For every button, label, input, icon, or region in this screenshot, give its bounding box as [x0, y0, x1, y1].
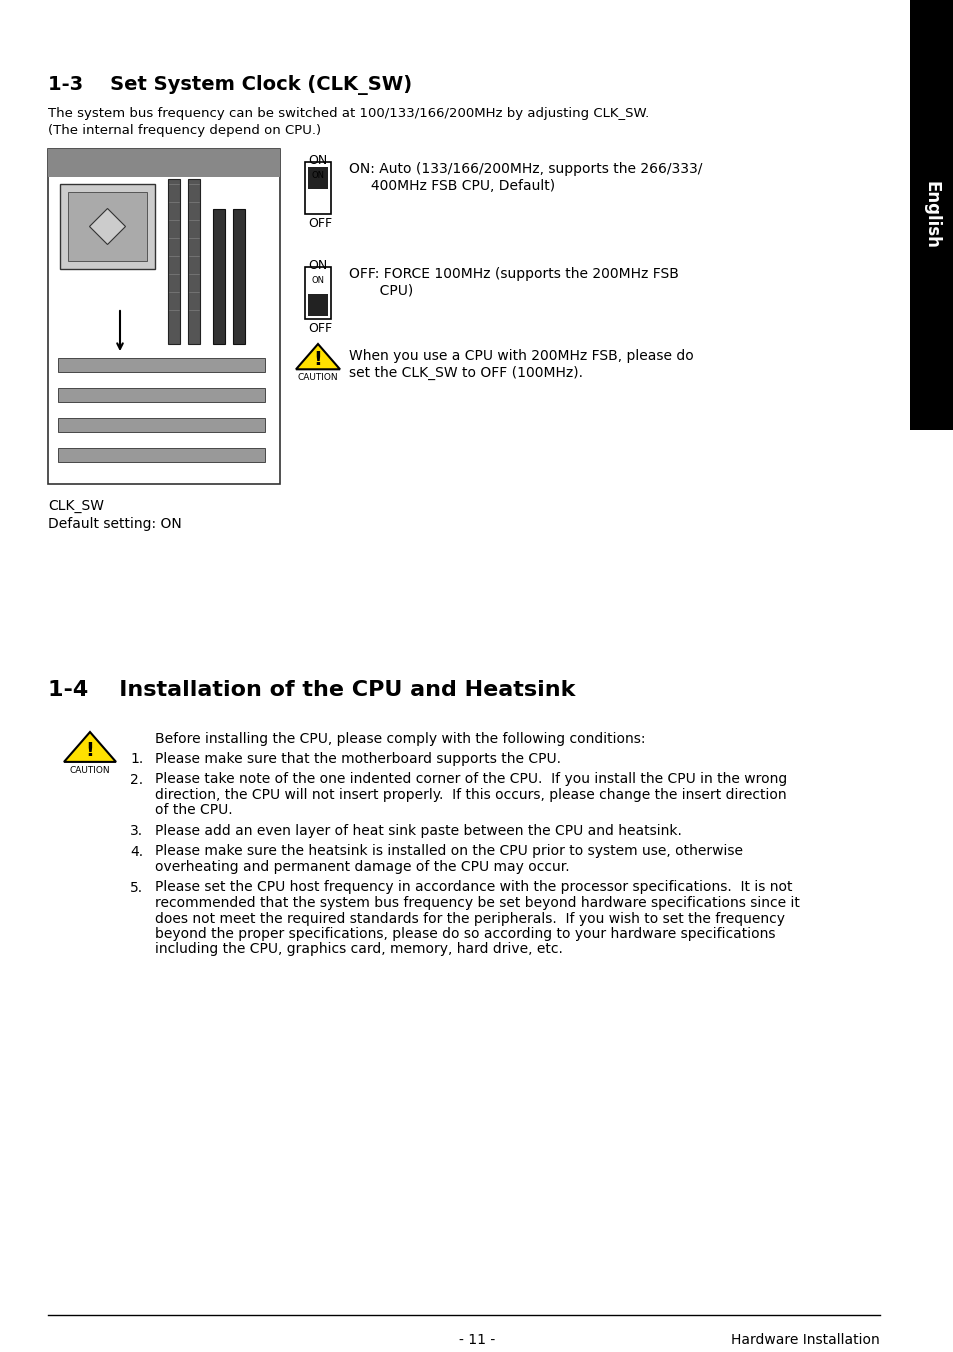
FancyBboxPatch shape: [48, 149, 280, 177]
Text: CAUTION: CAUTION: [70, 765, 111, 775]
Text: The system bus frequency can be switched at 100/133/166/200MHz by adjusting CLK_: The system bus frequency can be switched…: [48, 107, 649, 120]
FancyBboxPatch shape: [58, 388, 265, 402]
Text: OFF: OFF: [308, 218, 332, 230]
Text: 1.: 1.: [130, 752, 143, 767]
Text: 5.: 5.: [130, 880, 143, 895]
FancyBboxPatch shape: [48, 149, 280, 484]
Text: of the CPU.: of the CPU.: [154, 803, 233, 818]
Text: (The internal frequency depend on CPU.): (The internal frequency depend on CPU.): [48, 124, 321, 137]
Circle shape: [106, 280, 133, 308]
FancyBboxPatch shape: [233, 210, 245, 343]
Text: 1-4    Installation of the CPU and Heatsink: 1-4 Installation of the CPU and Heatsink: [48, 680, 575, 700]
Polygon shape: [295, 343, 339, 369]
FancyBboxPatch shape: [58, 418, 265, 433]
Text: !: !: [314, 350, 322, 369]
Text: Before installing the CPU, please comply with the following conditions:: Before installing the CPU, please comply…: [154, 731, 645, 746]
Text: Please set the CPU host frequency in accordance with the processor specification: Please set the CPU host frequency in acc…: [154, 880, 792, 895]
Text: 1-3    Set System Clock (CLK_SW): 1-3 Set System Clock (CLK_SW): [48, 74, 412, 95]
Text: direction, the CPU will not insert properly.  If this occurs, please change the : direction, the CPU will not insert prope…: [154, 788, 786, 802]
Polygon shape: [90, 208, 126, 245]
FancyBboxPatch shape: [60, 184, 154, 269]
Text: - 11 -: - 11 -: [458, 1333, 495, 1347]
Text: 4.: 4.: [130, 845, 143, 859]
Text: English: English: [923, 181, 940, 249]
Text: 3.: 3.: [130, 823, 143, 838]
FancyBboxPatch shape: [305, 162, 331, 214]
FancyBboxPatch shape: [188, 178, 200, 343]
FancyBboxPatch shape: [68, 192, 147, 261]
Text: ON: ON: [312, 170, 324, 180]
Text: ON: ON: [308, 260, 327, 272]
FancyBboxPatch shape: [308, 293, 328, 316]
Text: Please take note of the one indented corner of the CPU.  If you install the CPU : Please take note of the one indented cor…: [154, 772, 786, 787]
FancyBboxPatch shape: [58, 358, 265, 372]
Text: Please make sure that the motherboard supports the CPU.: Please make sure that the motherboard su…: [154, 752, 560, 767]
Text: !: !: [86, 741, 94, 760]
Text: When you use a CPU with 200MHz FSB, please do: When you use a CPU with 200MHz FSB, plea…: [349, 349, 693, 362]
FancyBboxPatch shape: [58, 448, 265, 462]
Text: beyond the proper specifications, please do so according to your hardware specif: beyond the proper specifications, please…: [154, 927, 775, 941]
FancyBboxPatch shape: [909, 0, 953, 430]
FancyBboxPatch shape: [305, 266, 331, 319]
Text: Please add an even layer of heat sink paste between the CPU and heatsink.: Please add an even layer of heat sink pa…: [154, 823, 681, 838]
Text: CLK_SW: CLK_SW: [48, 499, 104, 512]
Text: does not meet the required standards for the peripherals.  If you wish to set th: does not meet the required standards for…: [154, 911, 784, 926]
Text: overheating and permanent damage of the CPU may occur.: overheating and permanent damage of the …: [154, 860, 569, 873]
FancyBboxPatch shape: [213, 210, 225, 343]
Text: ON: Auto (133/166/200MHz, supports the 266/333/: ON: Auto (133/166/200MHz, supports the 2…: [349, 162, 701, 176]
FancyBboxPatch shape: [308, 168, 328, 189]
Text: 400MHz FSB CPU, Default): 400MHz FSB CPU, Default): [349, 178, 555, 193]
Text: Hardware Installation: Hardware Installation: [731, 1333, 879, 1347]
FancyBboxPatch shape: [168, 178, 180, 343]
Text: CPU): CPU): [349, 284, 413, 297]
Text: CAUTION: CAUTION: [297, 373, 338, 383]
Text: set the CLK_SW to OFF (100MHz).: set the CLK_SW to OFF (100MHz).: [349, 366, 582, 380]
Polygon shape: [64, 731, 116, 763]
Text: Please make sure the heatsink is installed on the CPU prior to system use, other: Please make sure the heatsink is install…: [154, 845, 742, 859]
Text: ON: ON: [308, 154, 327, 168]
Text: including the CPU, graphics card, memory, hard drive, etc.: including the CPU, graphics card, memory…: [154, 942, 562, 956]
Text: ON: ON: [312, 276, 324, 285]
Text: OFF: FORCE 100MHz (supports the 200MHz FSB: OFF: FORCE 100MHz (supports the 200MHz F…: [349, 266, 679, 281]
Text: Default setting: ON: Default setting: ON: [48, 516, 182, 531]
Text: OFF: OFF: [308, 322, 332, 335]
Text: recommended that the system bus frequency be set beyond hardware specifications : recommended that the system bus frequenc…: [154, 896, 799, 910]
Text: 2.: 2.: [130, 772, 143, 787]
